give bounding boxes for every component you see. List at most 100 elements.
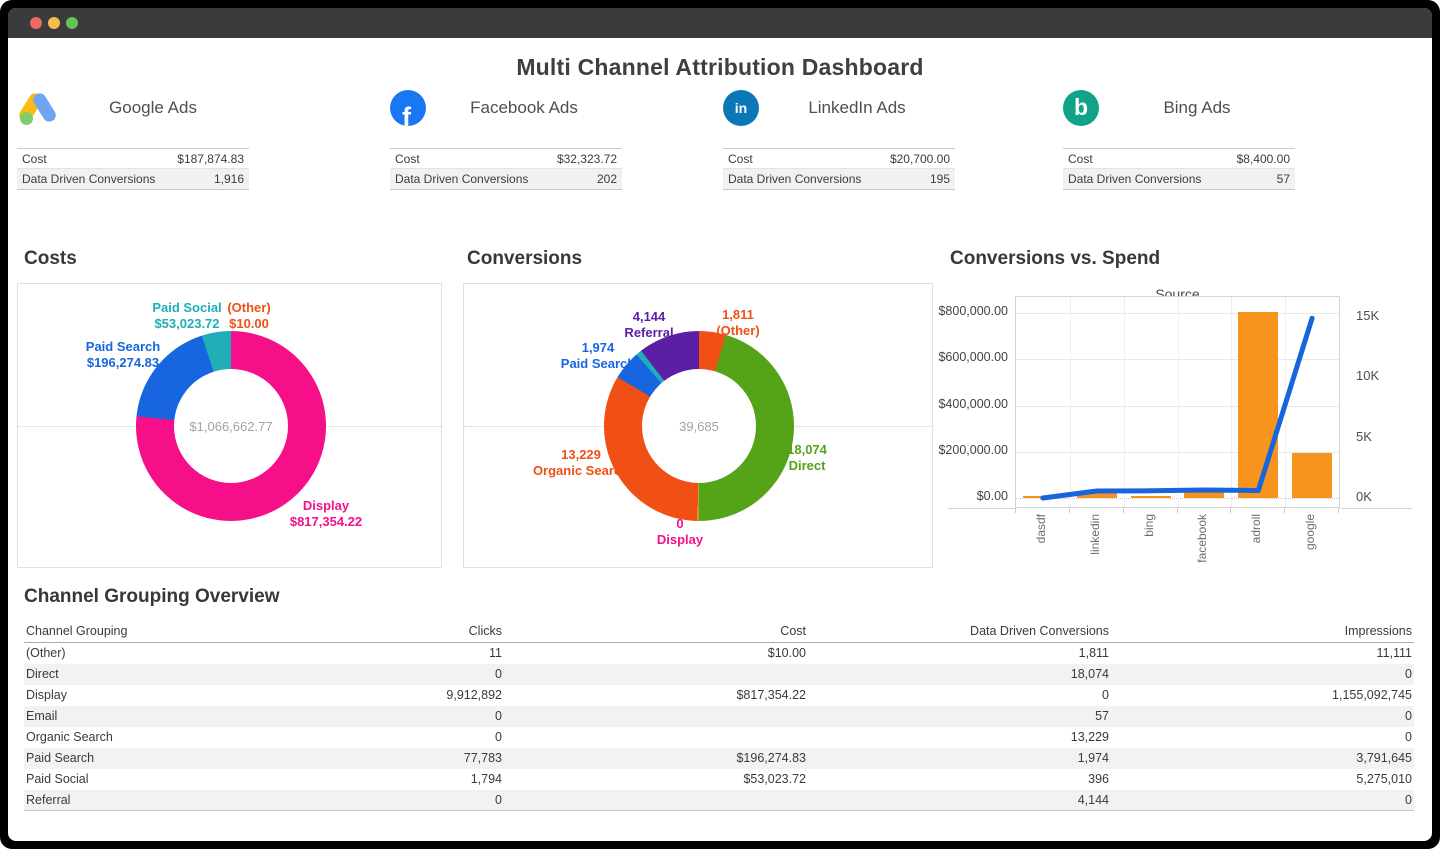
left-axis-tick: $600,000.00 [938, 350, 1008, 365]
cost-label: Cost [395, 151, 420, 166]
spend-bar-linkedin[interactable] [1076, 493, 1117, 498]
bing-icon: b [1063, 90, 1099, 126]
conversions-row: Data Driven Conversions 202 [390, 169, 622, 189]
table-cell: $196,274.83 [736, 751, 806, 765]
conversions-section-title: Conversions [467, 248, 583, 269]
table-cell: 396 [1088, 772, 1109, 786]
x-axis-label-linkedin: linkedin [1088, 514, 1102, 555]
right-axis-tick: 15K [1356, 308, 1380, 323]
window-titlebar [8, 8, 1432, 38]
channel-card-bing: b Bing Ads Cost $8,400.00 Data Driven Con… [1063, 88, 1295, 190]
x-axis-label-adroll: adroll [1249, 514, 1263, 544]
close-button[interactable] [30, 17, 42, 29]
table-cell: 0 [495, 730, 502, 744]
axis-extension-left [948, 508, 1015, 509]
table-row[interactable]: Direct 0 18,074 0 [24, 663, 1414, 685]
table-cell: 0 [1405, 730, 1412, 744]
cost-value: $187,874.83 [177, 151, 244, 166]
linkedin-icon: in [723, 90, 759, 126]
table-cell: $10.00 [767, 646, 806, 661]
table-cell: Organic Search [26, 730, 113, 744]
table-cell [504, 789, 808, 811]
column-header: Clicks [200, 620, 504, 643]
right-axis-tick: 0K [1356, 489, 1372, 504]
column-header: Data Driven Conversions [808, 620, 1111, 643]
table-cell: Referral [24, 789, 200, 811]
x-axis-tick [1177, 508, 1178, 513]
zoom-button[interactable] [66, 17, 78, 29]
table-cell: Paid Search [26, 751, 95, 765]
conversions-line [1040, 315, 1315, 501]
x-axis-tick [1230, 508, 1231, 513]
minimize-button[interactable] [48, 17, 60, 29]
table-cell: 57 [1095, 709, 1109, 723]
table-cell: $53,023.72 [743, 772, 806, 786]
conversions-vs-spend-section-title: Conversions vs. Spend [950, 248, 1161, 269]
table-cell: 0 [495, 667, 502, 681]
table-cell: 9,912,892 [446, 688, 502, 702]
slice-label-paidsearch: 1,974 Paid Search [560, 340, 636, 372]
slice-label-referral: 4,144 Referral [624, 309, 674, 341]
cost-label: Cost [1068, 151, 1093, 166]
channel-metrics-table: Cost $8,400.00 Data Driven Conversions 57 [1063, 148, 1295, 190]
spend-bar-google[interactable] [1292, 453, 1333, 498]
channel-card-linkedin: in LinkedIn Ads Cost $20,700.00 Data Driv… [723, 88, 955, 190]
table-cell: 1,811 [1078, 646, 1109, 661]
cost-value: $32,323.72 [556, 151, 617, 166]
conversions-label: Data Driven Conversions [728, 172, 862, 186]
spend-bar-adroll[interactable] [1238, 312, 1279, 498]
google-ads-icon [16, 90, 59, 126]
channel-metrics-table: Cost $20,700.00 Data Driven Conversions 19… [723, 148, 955, 190]
cost-label: Cost [22, 151, 47, 166]
page-title: Multi Channel Attribution Dashboard [516, 54, 924, 80]
conversions-chart-card: 39,685 1,811 (Other) 18,074 Direct 0 Display 13… [463, 283, 933, 568]
table-cell: 0 [1111, 789, 1414, 811]
cost-row: Cost $8,400.00 [1063, 149, 1295, 169]
cost-row: Cost $20,700.00 [723, 149, 955, 169]
conversions-value: 202 [596, 172, 617, 186]
table-cell: Direct [26, 667, 59, 681]
table-cell: 11 [489, 646, 502, 661]
x-axis-tick [1123, 508, 1124, 513]
donut-hole: $1,066,662.77 [174, 369, 288, 483]
table-row[interactable]: Email 0 57 0 [24, 705, 1414, 727]
table-cell: 1,794 [470, 772, 502, 786]
table-header-row: Channel Grouping Clicks Cost Data Driven Co… [24, 620, 1414, 643]
table-row[interactable]: Paid Search 77,783 $196,274.83 1,974 3,791,6… [24, 747, 1414, 769]
right-axis-tick: 5K [1356, 428, 1372, 444]
table-row[interactable]: Display 9,912,892 $817,354.22 0 1,155,092,74… [24, 685, 1414, 706]
x-axis-label-dasdf: dasdf [1034, 514, 1048, 544]
conversions-row: Data Driven Conversions 1,916 [17, 169, 249, 189]
table-cell: 11,111 [1376, 646, 1412, 661]
cost-value: $8,400.00 [1236, 151, 1290, 166]
table-cell: 4,144 [808, 789, 1111, 811]
table-cell [504, 706, 808, 727]
table-section-title: Channel Grouping Overview [24, 586, 280, 607]
cost-label: Cost [728, 151, 753, 166]
v-gridline [1177, 297, 1179, 507]
table-row[interactable]: Referral 0 4,144 0 [24, 789, 1414, 811]
channel-name: Facebook Ads [470, 98, 578, 117]
slice-label-display: Display $817,354.22 [289, 498, 363, 530]
table-cell: 18,074 [1070, 667, 1109, 681]
table-cell: 5,275,010 [1356, 772, 1412, 786]
cost-value: $20,700.00 [889, 151, 950, 166]
channel-card-google: Google Ads Cost $187,874.83 Data Driven C… [16, 88, 249, 190]
channel-card-facebook: f Facebook Ads Cost $32,323.72 Data Drive… [390, 88, 622, 190]
table-row[interactable]: Organic Search 0 13,229 0 [24, 727, 1414, 748]
slice-label-other: 1,811 (Other) [716, 307, 760, 339]
conversions-vs-spend-plot[interactable] [1015, 296, 1340, 508]
x-axis-tick [1338, 508, 1339, 513]
table-row[interactable]: Paid Social 1,794 $53,023.72 396 5,275,010 [24, 769, 1414, 790]
slice-label-other: (Other) $10.00 [227, 300, 271, 332]
table-cell: 0 [200, 789, 504, 811]
spend-bar-bing[interactable] [1130, 496, 1171, 498]
slice-label-organicsearch: 13,229 Organic Search [532, 447, 630, 479]
spend-bar-facebook[interactable] [1184, 491, 1225, 498]
column-header: Impressions [1111, 620, 1414, 643]
table-row[interactable]: (Other) 11 $10.00 1,811 11,111 [24, 643, 1414, 664]
cost-row: Cost $32,323.72 [390, 149, 622, 169]
channel-metrics-table: Cost $32,323.72 Data Driven Conversions 20… [390, 148, 622, 190]
costs-section-title: Costs [24, 248, 77, 269]
costs-chart-card: $1,066,662.77 Display $817,354.22 Paid Sear… [17, 283, 442, 568]
